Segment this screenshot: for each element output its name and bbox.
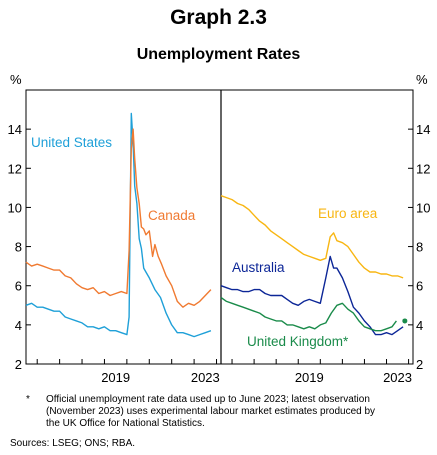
- series-label-united-states: United States: [31, 135, 112, 150]
- y-tick-label-left: 8: [15, 240, 22, 255]
- y-tick-label-left: 14: [8, 122, 22, 137]
- chart-title: Graph 2.3: [170, 6, 267, 29]
- y-tick-label-left: 4: [15, 318, 22, 333]
- series-label-euro-area: Euro area: [318, 206, 378, 221]
- y-tick-label-right: 6: [416, 279, 423, 294]
- axis-ticks: 2 2 4 4 6 6 8 8 10 10 12 12 14 14% % 2019 2023 2019 2023: [8, 72, 431, 385]
- footnote: Official unemployment rate data used up …: [46, 394, 376, 429]
- y-tick-label-left: 6: [15, 279, 22, 294]
- series-line-united-kingdom: [220, 296, 397, 332]
- chart-subtitle: Unemployment Rates: [136, 46, 301, 63]
- y-tick-label-right: 8: [416, 240, 423, 255]
- footnote-marker: *: [26, 394, 30, 405]
- series-label-canada: Canada: [148, 208, 196, 223]
- series-line-euro-area: [220, 195, 404, 279]
- x-tick-label: 2019: [295, 370, 324, 385]
- y-tick-label-right: 10: [416, 200, 430, 215]
- y-tick-label-right: 14: [416, 122, 430, 137]
- y-tick-label-left: 10: [8, 200, 22, 215]
- series-label-united-kingdom: United Kingdom*: [247, 334, 349, 349]
- chart-canvas: United States Canada Euro area Australia Uni…: [8, 72, 431, 385]
- y-tick-label-left: 12: [8, 161, 22, 176]
- latest-point-united-kingdom: [402, 318, 408, 324]
- plot-border: [25, 89, 414, 365]
- y-tick-label-left: 2: [15, 357, 22, 372]
- y-tick-label-right: 2: [416, 357, 423, 372]
- y-unit-left: %: [10, 72, 22, 87]
- x-tick-label: 2019: [101, 370, 130, 385]
- sources-note: Sources: LSEG; ONS; RBA.: [10, 438, 136, 449]
- x-tick-label: 2023: [383, 370, 412, 385]
- y-tick-label-right: 4: [416, 318, 423, 333]
- series-line-canada: [25, 128, 212, 308]
- y-tick-label-right: 12: [416, 161, 430, 176]
- series-label-australia: Australia: [232, 260, 285, 275]
- series-lines: [25, 112, 408, 338]
- series-labels: United States Canada Euro area Australia Uni…: [31, 135, 378, 349]
- plot-frame: [25, 89, 414, 365]
- x-tick-label: 2023: [191, 370, 220, 385]
- y-unit-right: %: [416, 72, 428, 87]
